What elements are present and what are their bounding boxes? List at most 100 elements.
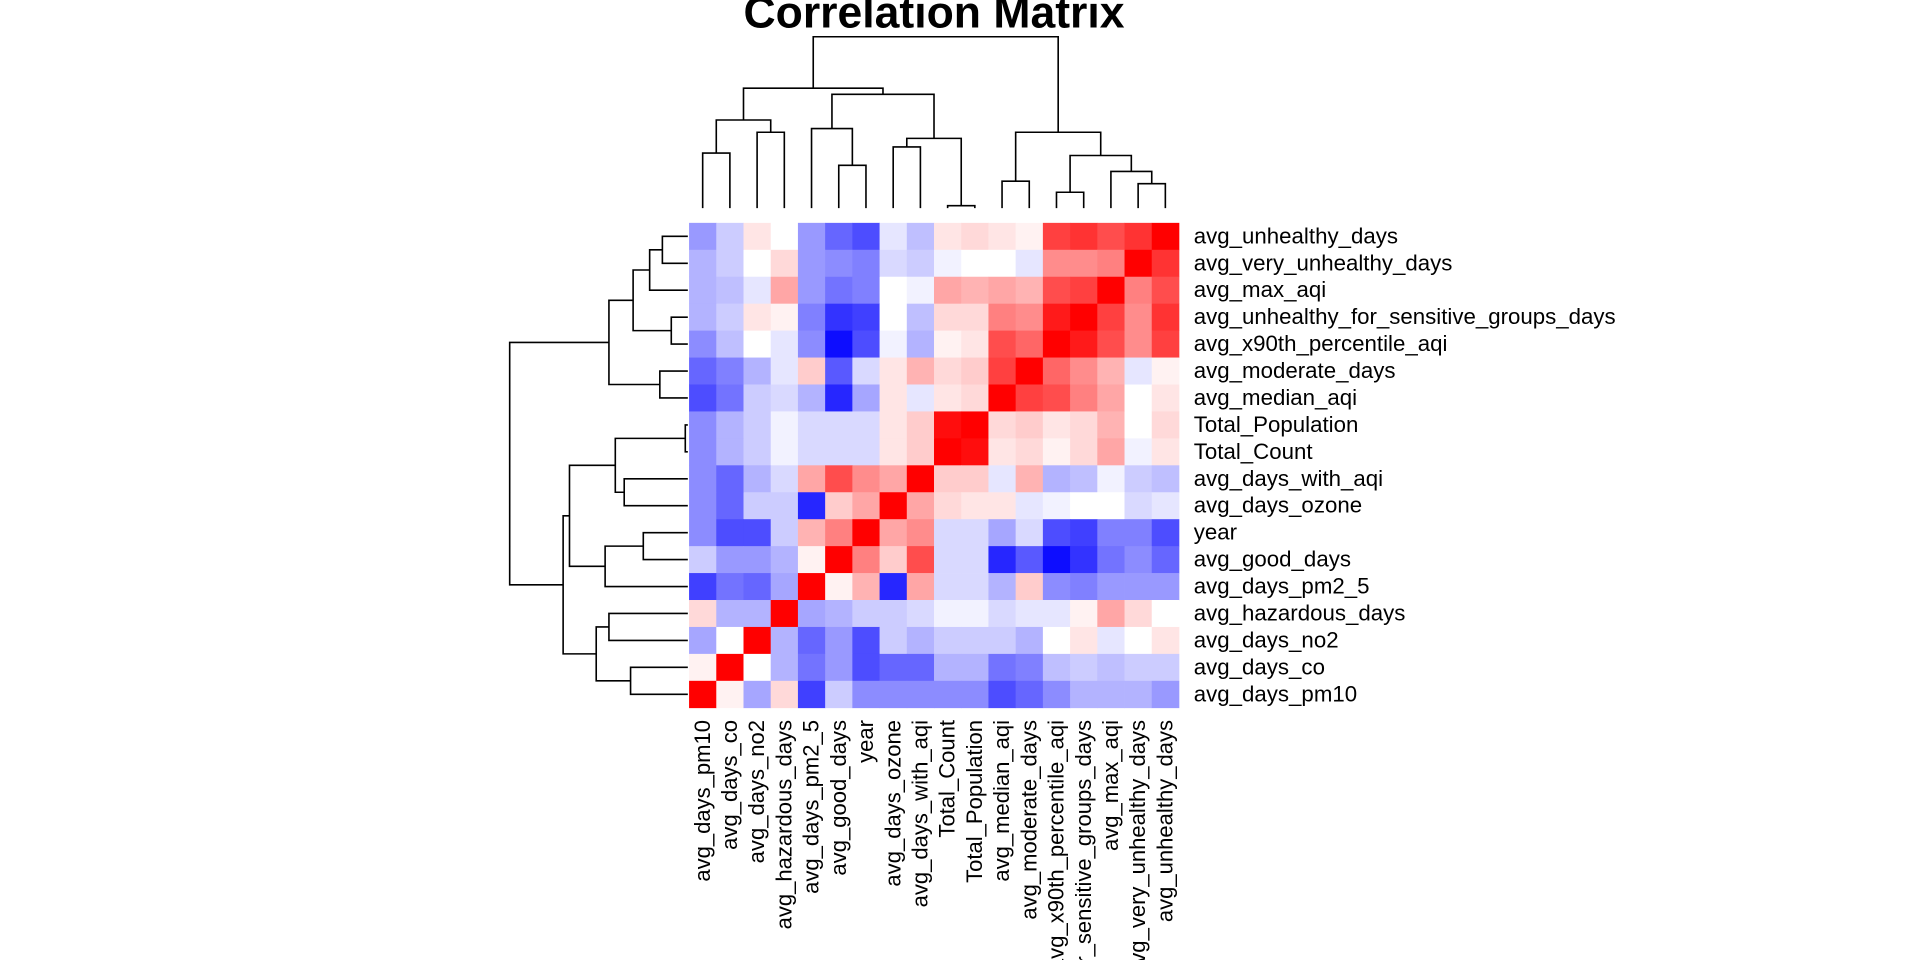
heatmap-cell: [1097, 519, 1125, 547]
heatmap-cell: [689, 384, 717, 412]
heatmap-cell: [906, 573, 935, 601]
heatmap-cell: [825, 492, 853, 520]
heatmap-cell: [988, 492, 1017, 520]
heatmap-cell: [852, 303, 880, 331]
heatmap-cell: [961, 384, 989, 412]
heatmap-cell: [1124, 411, 1153, 439]
heatmap-cell: [716, 384, 744, 412]
heatmap-cell: [961, 573, 989, 601]
heatmap-cell: [743, 330, 772, 358]
heatmap-cell: [1070, 249, 1098, 278]
heatmap-cell: [852, 680, 880, 709]
heatmap-cell: [1097, 465, 1125, 493]
heatmap-cell: [906, 680, 935, 709]
heatmap-cell: [1124, 573, 1153, 601]
heatmap-cell: [1070, 626, 1098, 655]
column-label: avg_hazardous_days: [771, 720, 796, 929]
heatmap-cell: [852, 546, 880, 574]
heatmap-cell: [770, 249, 799, 278]
heatmap-cell: [852, 384, 880, 412]
heatmap-cell: [852, 330, 880, 358]
heatmap-cell: [1151, 626, 1180, 655]
heatmap-cell: [770, 330, 799, 358]
row-label: avg_days_with_aqi: [1194, 466, 1383, 491]
heatmap-cell: [1042, 330, 1071, 358]
heatmap-cell: [1151, 519, 1180, 547]
heatmap-cell: [797, 573, 826, 601]
heatmap-cell: [1015, 600, 1044, 628]
column-label: avg_unhealthy_days: [1152, 720, 1177, 922]
heatmap-cell: [1042, 438, 1071, 466]
heatmap-cell: [716, 626, 744, 655]
heatmap-cell: [906, 492, 935, 520]
heatmap-cell: [852, 249, 880, 278]
heatmap-cell: [961, 438, 989, 466]
heatmap-cell: [934, 600, 962, 628]
heatmap-cell: [1015, 357, 1044, 385]
heatmap-cell: [1070, 276, 1098, 305]
heatmap-cell: [988, 438, 1017, 466]
chart-area: Correlation Matrix avg_unhealthy_daysavg…: [508, 0, 1616, 960]
heatmap-cell: [1015, 438, 1044, 466]
heatmap-cell: [743, 492, 772, 520]
heatmap-cell: [961, 357, 989, 385]
heatmap-cell: [988, 249, 1017, 278]
heatmap-cell: [689, 411, 717, 439]
heatmap-cell: [797, 330, 826, 358]
row-label: avg_days_no2: [1194, 628, 1339, 653]
heatmap-cell: [961, 600, 989, 628]
heatmap-cell: [797, 653, 826, 682]
heatmap-cell: [1042, 303, 1071, 331]
heatmap-cell: [1042, 573, 1071, 601]
heatmap-cell: [1097, 249, 1125, 278]
heatmap-cell: [689, 573, 717, 601]
heatmap-cell: [906, 653, 935, 682]
heatmap-cell: [743, 546, 772, 574]
heatmap-cell: [988, 653, 1017, 682]
heatmap-cell: [1124, 330, 1153, 358]
heatmap-cell: [961, 519, 989, 547]
heatmap-cell: [852, 492, 880, 520]
heatmap-cell: [1151, 546, 1180, 574]
column-label: Total_Population: [962, 720, 987, 883]
heatmap-cell: [797, 222, 826, 251]
heatmap-cell: [716, 573, 744, 601]
heatmap-cell: [689, 465, 717, 493]
heatmap-cell: [1151, 357, 1180, 385]
heatmap-cell: [934, 465, 962, 493]
heatmap-cell: [716, 438, 744, 466]
heatmap-cell: [1097, 276, 1125, 305]
row-label: avg_days_pm10: [1194, 681, 1357, 706]
heatmap-cell: [1070, 653, 1098, 682]
heatmap-cell: [852, 465, 880, 493]
heatmap-cell: [1124, 303, 1153, 331]
heatmap-cell: [934, 384, 962, 412]
row-label: avg_max_aqi: [1194, 277, 1326, 302]
heatmap-cell: [1124, 276, 1153, 305]
heatmap-cell: [852, 357, 880, 385]
heatmap-cell: [879, 546, 908, 574]
heatmap-cell: [770, 384, 799, 412]
row-label: avg_unhealthy_for_sensitive_groups_days: [1194, 304, 1616, 329]
heatmap-cell: [825, 357, 853, 385]
heatmap-cell: [743, 600, 772, 628]
heatmap-cell: [1015, 573, 1044, 601]
row-label: year: [1194, 520, 1237, 545]
row-label: avg_good_days: [1194, 547, 1351, 572]
heatmap-cell: [1151, 492, 1180, 520]
heatmap-cell: [1070, 492, 1098, 520]
heatmap-cell: [1151, 680, 1180, 709]
heatmap-cell: [879, 573, 908, 601]
heatmap-cell: [852, 626, 880, 655]
row-label: avg_hazardous_days: [1194, 601, 1406, 626]
heatmap-cell: [770, 653, 799, 682]
heatmap-cell: [879, 357, 908, 385]
heatmap-cell: [1097, 438, 1125, 466]
heatmap-cell: [988, 546, 1017, 574]
heatmap-cell: [797, 249, 826, 278]
heatmap-cell: [961, 653, 989, 682]
heatmap-cell: [825, 653, 853, 682]
heatmap-cell: [689, 330, 717, 358]
heatmap-cell: [961, 330, 989, 358]
heatmap-cell: [1070, 680, 1098, 709]
